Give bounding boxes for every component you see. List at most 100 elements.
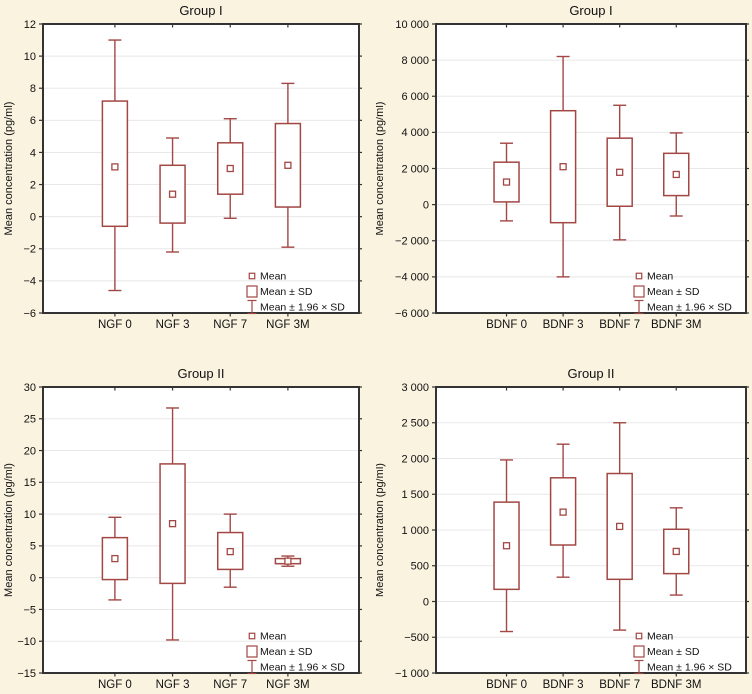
- y-axis-tick-label: −500: [404, 632, 429, 644]
- y-axis-tick-label: 30: [24, 382, 36, 394]
- y-axis-tick-label: −10: [17, 636, 36, 648]
- y-axis-tick-label: 1 000: [401, 525, 429, 537]
- y-axis-tick-label: 2: [30, 179, 36, 191]
- mean-marker: [284, 557, 292, 565]
- y-axis-tick-label: 10 000: [395, 19, 429, 31]
- y-axis-tick-label: 2 500: [401, 418, 429, 430]
- panel-group1-ngf: Group I 12 10 8 6 4 2 0 −2 −4 −6 NGF 0 NGF 3 NGF 7 NG…: [0, 0, 376, 347]
- x-axis-category-label: BDNF 3: [543, 319, 584, 331]
- x-axis-category-label: NGF 0: [98, 319, 132, 331]
- y-axis-title: Mean concentration (pg/ml): [3, 463, 15, 597]
- x-axis-category-label: NGF 3: [156, 319, 190, 331]
- mean-marker: [111, 554, 119, 563]
- y-axis-tick-label: 15: [24, 477, 36, 489]
- mean-marker: [672, 170, 680, 179]
- legend-item-label: Mean ± SD: [647, 646, 700, 658]
- legend-item-label: Mean ± 1.96 × SD: [647, 662, 732, 674]
- y-axis-tick-label: 0: [423, 199, 429, 211]
- y-axis-tick-label: 4: [30, 147, 36, 159]
- legend-sd-box-icon: [246, 285, 258, 298]
- sd-box: [216, 142, 244, 195]
- sd-box: [159, 463, 186, 585]
- mean-marker: [616, 522, 624, 531]
- mean-marker: [168, 519, 177, 528]
- y-axis-tick-label: −2: [23, 244, 36, 256]
- boxplot-group2-ngf: 30 25 20 15 10 5 0 −5 −10 −15 NGF 0 NGF 3 NGF 7 NGF 3…: [3, 382, 362, 691]
- y-axis-tick-label: 6: [30, 115, 36, 127]
- mean-marker: [559, 508, 567, 516]
- x-axis-category-label: NGF 7: [213, 679, 247, 691]
- y-axis-tick-label: 500: [411, 561, 429, 573]
- y-axis-tick-label: −4 000: [395, 272, 429, 284]
- panel-group2-ngf: Group II 30 25 20 15 10 5 0 −5 −10 −15 NGF 0 NGF 3 N…: [0, 347, 376, 694]
- y-axis-tick-label: 10: [24, 51, 36, 63]
- y-axis-tick-label: 0: [30, 212, 36, 224]
- chart-title: Group I: [179, 3, 223, 18]
- mean-marker: [168, 190, 177, 198]
- axis-frame: [42, 386, 360, 674]
- y-axis-title: Mean concentration (pg/ml): [376, 102, 386, 236]
- mean-marker: [111, 163, 119, 171]
- axis-frame: [435, 23, 747, 314]
- legend-item-label: Mean: [260, 631, 286, 643]
- y-axis-tick-label: 8 000: [401, 55, 429, 67]
- x-axis-category-label: BDNF 3M: [651, 679, 701, 691]
- legend-item-label: Mean: [260, 271, 286, 283]
- y-axis-tick-label: 8: [30, 83, 36, 95]
- x-axis-category-label: BDNF 7: [599, 679, 640, 691]
- y-axis-tick-label: 5: [30, 541, 36, 553]
- x-axis-category-label: BDNF 7: [599, 319, 640, 331]
- y-axis-tick-label: 12: [24, 19, 36, 31]
- mean-marker: [226, 164, 234, 173]
- plot-area: [43, 387, 359, 673]
- y-axis-tick-label: 4 000: [401, 127, 429, 139]
- x-axis-category-label: BDNF 0: [486, 679, 527, 691]
- legend-item-label: Mean ± 1.96 × SD: [260, 662, 345, 674]
- y-axis-tick-label: −2 000: [395, 236, 429, 248]
- y-axis-tick-label: −6 000: [395, 308, 429, 320]
- mean-marker: [502, 178, 511, 186]
- y-axis-tick-label: 0: [30, 573, 36, 585]
- legend-mean-icon: [248, 632, 256, 640]
- mean-marker: [559, 163, 567, 171]
- y-axis-tick-label: −1 000: [395, 668, 429, 680]
- mean-marker: [672, 547, 680, 556]
- y-axis-tick-label: 2 000: [401, 453, 429, 465]
- legend-item-label: Mean ± SD: [260, 646, 313, 658]
- legend-mean-icon: [248, 272, 256, 280]
- chart-title: Group I: [569, 3, 613, 18]
- y-axis-tick-label: −5: [23, 604, 36, 616]
- y-axis-tick-label: 1 500: [401, 489, 429, 501]
- x-axis-category-label: BDNF 3M: [651, 319, 701, 331]
- sd-box: [663, 528, 690, 575]
- y-axis-title: Mean concentration (pg/ml): [3, 102, 15, 236]
- legend-mean-icon: [635, 632, 643, 640]
- y-axis-tick-label: 20: [24, 445, 36, 457]
- y-axis-tick-label: 10: [24, 509, 36, 521]
- legend-item-label: Mean ± SD: [260, 286, 313, 298]
- x-axis-category-label: NGF 3M: [266, 679, 309, 691]
- axis-frame: [435, 386, 747, 674]
- mean-marker: [616, 168, 624, 176]
- panel-group2-bdnf: Group II 3 000 2 500 2 000 1 500 1 000 500 0 −5…: [376, 347, 752, 694]
- x-axis-category-label: NGF 0: [98, 679, 132, 691]
- legend-item-label: Mean ± SD: [647, 286, 700, 298]
- boxplot-group1-bdnf: 10 000 8 000 6 000 4 000 2 000 0 −2 000 −4 000 −…: [376, 19, 749, 331]
- legend-item-label: Mean: [647, 631, 673, 643]
- y-axis-tick-label: −15: [17, 668, 36, 680]
- legend-item-label: Mean ± 1.96 × SD: [260, 302, 345, 314]
- mean-marker: [502, 542, 511, 550]
- mean-marker: [284, 161, 292, 169]
- legend-sd-box-icon: [633, 285, 645, 298]
- boxplot-group1-ngf: 12 10 8 6 4 2 0 −2 −4 −6 NGF 0 NGF 3 NGF 7 NGF 3M Mean…: [3, 19, 362, 331]
- y-axis-tick-label: 0: [423, 596, 429, 608]
- chart-title: Group II: [567, 366, 615, 381]
- y-axis-tick-label: −6: [23, 308, 36, 320]
- chart-title: Group II: [177, 366, 225, 381]
- x-axis-category-label: BDNF 3: [543, 679, 584, 691]
- y-axis-tick-label: 3 000: [401, 382, 429, 394]
- plot-area: [43, 24, 359, 313]
- y-axis-tick-label: 6 000: [401, 91, 429, 103]
- x-axis-category-label: NGF 3: [156, 679, 190, 691]
